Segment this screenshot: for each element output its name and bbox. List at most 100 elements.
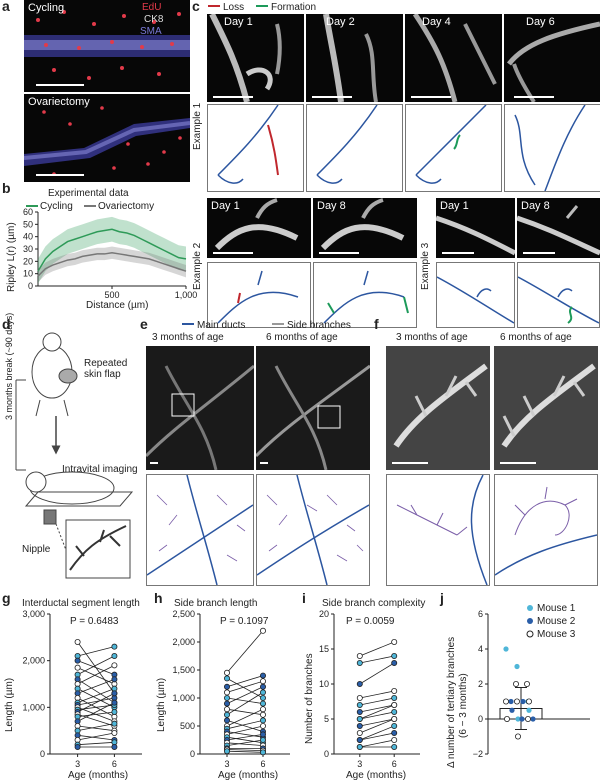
point-3mo [223, 711, 230, 718]
panel-label-b: b [2, 180, 11, 196]
point-3mo [356, 716, 363, 723]
pair-line [77, 692, 115, 713]
label-f-3months: 3 months of age [396, 332, 468, 343]
point-3mo [356, 681, 363, 688]
point-mouse-3 [502, 698, 509, 705]
point-6mo [391, 722, 398, 729]
skin-flap-shape [58, 368, 78, 384]
pair-line [359, 641, 395, 657]
pair-line [226, 742, 264, 746]
point-3mo [223, 689, 230, 696]
point-3mo [223, 675, 230, 682]
point-6mo [111, 643, 118, 650]
ytick-label: 0 [478, 714, 483, 724]
point-6mo [111, 676, 118, 683]
point-6mo [391, 695, 398, 702]
chart-b-ylabel: Ripley L(r) (µm) [6, 222, 17, 292]
point-6mo [391, 729, 398, 736]
micro-f-6months [494, 346, 598, 470]
point-3mo [223, 717, 230, 724]
label-ck8: CK8 [144, 14, 164, 25]
chart-h-pvalue: P = 0.1097 [220, 616, 269, 627]
point-6mo [111, 729, 118, 736]
trace-ex1-day1 [207, 104, 304, 192]
label-e-6months: 6 months of age [266, 332, 338, 343]
trace-ex1-day4 [405, 104, 502, 192]
point-mouse-3 [524, 681, 531, 688]
point-3mo [223, 695, 230, 702]
label-f-6months: 6 months of age [500, 332, 572, 343]
pair-line [77, 732, 115, 741]
micro-ex1-day1 [207, 14, 304, 102]
point-6mo [111, 690, 118, 697]
point-6mo [391, 639, 398, 646]
pair-line [77, 655, 115, 676]
day-label: Day 1 [440, 200, 469, 212]
legend-formation: Formation [271, 2, 316, 12]
ytick-label: −2 [473, 749, 483, 759]
point-6mo [391, 709, 398, 716]
point-mouse-1 [515, 716, 521, 722]
pair-line [226, 749, 264, 752]
pair-line [226, 675, 264, 688]
legend-marker-mouse-3 [526, 630, 534, 638]
pair-line [226, 720, 264, 730]
point-3mo [356, 660, 363, 667]
point-6mo [391, 736, 398, 743]
xtick-label: 3 [224, 759, 229, 769]
ytick-label: 0 [190, 749, 195, 759]
day-label: Day 8 [317, 200, 346, 212]
legend-loss: Loss [223, 2, 244, 12]
pair-line [226, 630, 264, 674]
point-mouse-3 [503, 716, 510, 723]
point-mouse-3 [515, 733, 522, 740]
ytick-label: 4 [478, 644, 483, 654]
pair-line [359, 690, 395, 699]
point-6mo [259, 706, 266, 713]
ytick-label: 20 [319, 609, 329, 619]
pair-line [226, 708, 264, 716]
pair-line [77, 660, 115, 676]
point-6mo [391, 660, 398, 667]
chart-ripley: Experimental data Cycling Ovariectomy Ri… [0, 184, 200, 310]
label-sma: SMA [140, 26, 162, 37]
pair-line [226, 680, 264, 693]
point-6mo [111, 709, 118, 716]
chart-h-title: Side branch length [174, 598, 257, 609]
point-6mo [391, 702, 398, 709]
point-mouse-1 [526, 707, 532, 713]
ytick-label: 3,000 [22, 609, 45, 619]
micro-ex1-day2 [306, 14, 403, 102]
point-3mo [223, 683, 230, 690]
chart-g-title: Interductal segment length [22, 598, 140, 609]
chart-i-xlabel: Age (months) [346, 770, 406, 781]
micro-ex1-day6 [504, 14, 600, 102]
micro-e-3months [146, 346, 254, 470]
panel-label-j: j [440, 590, 444, 606]
xtick-label: 3 [75, 759, 80, 769]
chart-i-pvalue: P = 0.0059 [346, 616, 395, 627]
label-nipple: Nipple [22, 544, 51, 555]
ytick-label: 6 [478, 609, 483, 619]
pair-line [226, 750, 264, 753]
point-mouse-3 [526, 698, 533, 705]
point-3mo [356, 653, 363, 660]
ytick-label: 10 [319, 679, 329, 689]
legend-marker-mouse-1 [527, 605, 533, 611]
series-band-1 [38, 246, 186, 283]
point-6mo [259, 749, 266, 756]
xtick-label: 3 [357, 759, 362, 769]
pair-line [77, 678, 115, 694]
panel-label-d: d [2, 316, 11, 332]
chart-j-ylabel2: (6 − 3 months) [458, 673, 469, 738]
day-label: Day 4 [422, 16, 451, 28]
chart-b-xlabel: Distance (µm) [86, 300, 148, 310]
point-6mo [111, 653, 118, 660]
pair-line [77, 741, 115, 746]
ytick-label: 0 [324, 749, 329, 759]
micrograph-ovariectomy [24, 94, 190, 182]
pair-line [359, 704, 395, 720]
trace-e-3months [146, 474, 254, 586]
pair-line [77, 646, 115, 657]
point-3mo [74, 743, 81, 750]
